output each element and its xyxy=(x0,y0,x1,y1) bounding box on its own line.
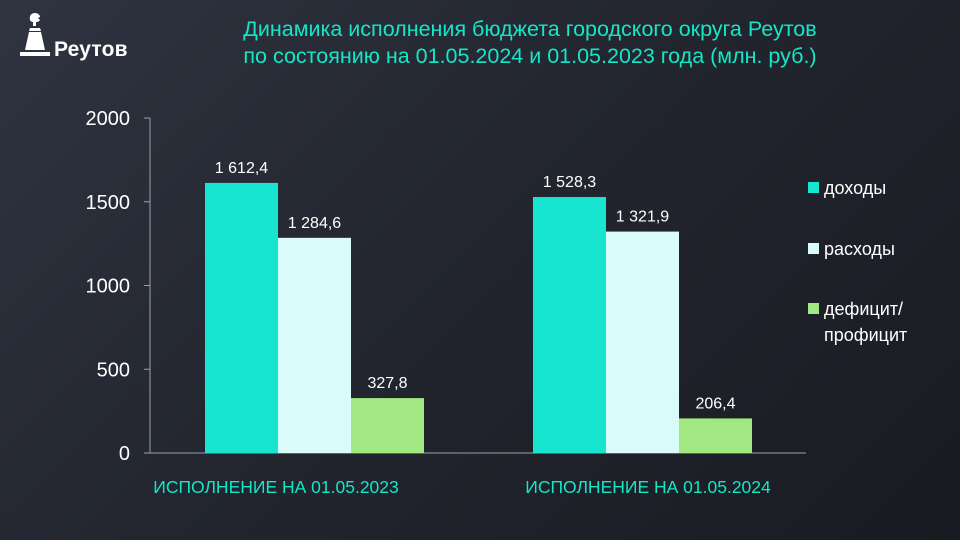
bar-3-2 xyxy=(679,418,752,453)
bar-3-1 xyxy=(351,398,424,453)
data-label: 1 284,6 xyxy=(288,215,341,232)
y-tick-label: 500 xyxy=(97,359,130,381)
data-label: 1 528,3 xyxy=(543,174,596,191)
monument-icon xyxy=(20,13,50,56)
chart-title-line-2: по состоянию на 01.05.2024 и 01.05.2023 … xyxy=(243,44,817,68)
chart-title-line-1: Динамика исполнения бюджета городского о… xyxy=(243,17,817,41)
legend-swatch xyxy=(808,243,819,254)
legend-label: доходы xyxy=(824,178,886,198)
bar-2-1 xyxy=(278,237,351,453)
legend-label: дефицит/ xyxy=(824,299,903,319)
logo: Реутов xyxy=(14,8,144,64)
bar-2-2 xyxy=(606,231,679,453)
y-tick-label: 0 xyxy=(119,443,130,465)
data-label: 206,4 xyxy=(695,395,735,412)
x-category-label: ИСПОЛНЕНИЕ НА 01.05.2024 xyxy=(525,477,771,497)
legend-swatch xyxy=(808,303,819,314)
x-category-label: ИСПОЛНЕНИЕ НА 01.05.2023 xyxy=(153,477,399,497)
legend-swatch xyxy=(808,182,819,193)
y-tick-label: 1500 xyxy=(86,192,131,214)
legend-label: профицит xyxy=(824,325,907,345)
y-tick-label: 1000 xyxy=(86,276,131,298)
logo-text: Реутов xyxy=(54,38,128,61)
legend-label: расходы xyxy=(824,239,895,259)
bar-1-1 xyxy=(205,182,278,453)
bar-1-2 xyxy=(533,197,606,453)
data-label: 1 612,4 xyxy=(215,160,268,177)
data-label: 1 321,9 xyxy=(616,209,669,226)
chart-title: Динамика исполнения бюджета городского о… xyxy=(150,16,910,70)
y-tick-label: 2000 xyxy=(86,108,131,130)
data-label: 327,8 xyxy=(367,375,407,392)
